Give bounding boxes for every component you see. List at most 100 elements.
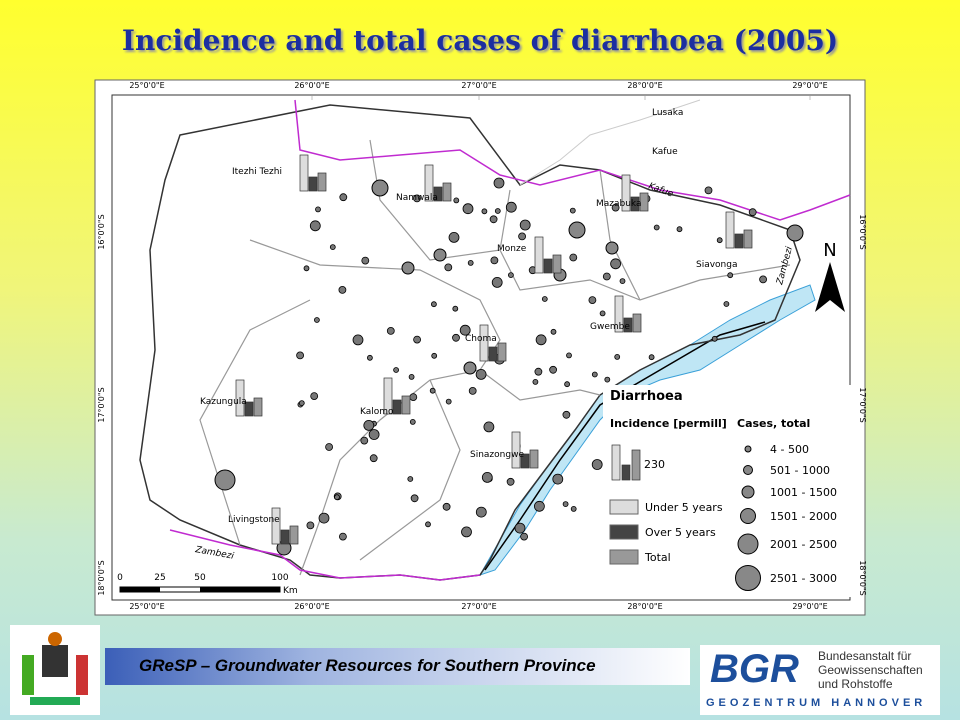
case-circle <box>483 421 495 433</box>
case-circle <box>352 334 364 346</box>
bar-glyph <box>424 164 434 202</box>
bar-glyph <box>743 229 753 249</box>
place-label: Lusaka <box>652 108 683 118</box>
case-circle <box>514 522 526 534</box>
bar-glyph <box>630 196 640 212</box>
bar-glyph <box>529 449 539 469</box>
lon-label: 27°0'0"E <box>461 602 496 611</box>
lon-label: 25°0'0"E <box>129 81 164 90</box>
bar-glyph <box>488 346 498 362</box>
place-label: Gwembe <box>590 322 630 332</box>
case-circle <box>448 231 460 243</box>
case-circle <box>481 208 488 215</box>
case-circle <box>445 398 452 405</box>
case-circle <box>591 371 598 378</box>
case-circle <box>759 275 767 284</box>
logo-text: BGR <box>710 647 799 691</box>
lat-label: 18°0'0"S <box>97 560 106 595</box>
case-circle <box>318 512 330 524</box>
case-circle <box>407 476 414 482</box>
lon-label: 26°0'0"E <box>294 602 329 611</box>
north-label: N <box>823 240 836 261</box>
case-circle <box>467 259 474 266</box>
case-circle <box>413 335 422 344</box>
case-circle <box>363 419 375 431</box>
case-circle <box>303 265 310 272</box>
case-circle <box>494 208 501 214</box>
lat-label: 16°0'0"S <box>858 214 867 249</box>
case-circle <box>748 208 757 217</box>
legend-label: 2501 - 3000 <box>770 572 837 585</box>
legend-swatch <box>609 524 639 540</box>
lon-label: 28°0'0"E <box>627 81 662 90</box>
case-circle <box>369 454 378 463</box>
case-circle <box>541 296 548 302</box>
case-circle <box>716 237 723 244</box>
bar-glyph <box>511 431 521 469</box>
case-circle <box>507 272 514 279</box>
bar-glyph <box>520 453 530 469</box>
bar-glyph <box>271 507 281 545</box>
place-label: Kazungula <box>200 397 247 407</box>
bar-glyph <box>442 182 452 202</box>
case-circle <box>338 285 347 294</box>
legend-heading: Incidence [permill] <box>610 417 727 430</box>
case-circle <box>329 244 336 251</box>
bar-glyph <box>534 236 544 274</box>
case-circle <box>562 501 569 508</box>
bar-glyph <box>639 192 649 212</box>
case-circle <box>368 429 380 440</box>
place-label: Monze <box>497 244 527 254</box>
legend-label: 4 - 500 <box>770 443 809 456</box>
case-circle <box>491 276 503 288</box>
case-circle <box>452 333 460 342</box>
bar-glyph <box>623 317 633 333</box>
lat-label: 18°0'0"S <box>858 560 867 595</box>
bar-glyph <box>299 154 309 192</box>
case-circle <box>444 263 453 272</box>
legend-label: 1501 - 2000 <box>770 510 837 523</box>
scale-label: 100 <box>271 573 288 583</box>
case-circle <box>431 352 438 359</box>
scale-bar <box>120 587 160 592</box>
bar-glyph <box>392 399 402 415</box>
bar-glyph <box>383 377 393 415</box>
legend-sample-value: 230 <box>644 458 665 471</box>
case-circle <box>409 393 418 402</box>
bar-glyph <box>280 529 290 545</box>
case-circle <box>711 335 718 342</box>
case-circle <box>568 221 586 239</box>
case-circle <box>619 278 626 285</box>
legend-bar-symbol <box>611 444 641 481</box>
case-circle <box>315 206 321 213</box>
legend-swatch <box>609 499 639 515</box>
case-circle <box>360 436 369 445</box>
bar-glyph <box>289 525 299 545</box>
legend-heading: Cases, total <box>737 417 810 430</box>
river <box>294 99 851 221</box>
case-circle <box>564 381 570 388</box>
border-line <box>484 321 766 571</box>
case-circle <box>214 469 236 491</box>
case-circle <box>562 410 571 419</box>
project-banner: GReSP – Groundwater Resources for Southe… <box>105 648 690 685</box>
case-circle <box>704 186 713 195</box>
case-circle <box>591 459 603 470</box>
incidence-bars <box>235 154 753 545</box>
case-circle <box>338 532 347 541</box>
bar-glyph <box>621 174 631 212</box>
case-circle <box>518 232 526 241</box>
case-circle <box>393 367 400 373</box>
lon-label: 29°0'0"E <box>792 81 827 90</box>
legend-circle <box>735 565 761 591</box>
bar-glyph <box>734 233 744 249</box>
case-circle <box>459 324 471 336</box>
org-name: Bundesanstalt für <box>818 649 912 663</box>
case-circle <box>296 351 305 360</box>
bgr-logo: BGR Bundesanstalt für Geowissenschaften un… <box>700 645 940 715</box>
case-circle <box>588 296 597 305</box>
legend-label: Total <box>644 551 671 564</box>
case-circle <box>490 256 499 265</box>
bar-glyph <box>253 397 263 417</box>
legend-label: 501 - 1000 <box>770 464 830 477</box>
